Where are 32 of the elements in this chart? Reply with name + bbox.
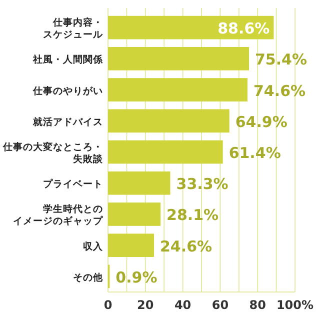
y-tick-label: 仕事のやりがい: [32, 84, 103, 97]
y-tick-label: 仕事の大変なところ・失敗談: [2, 141, 104, 165]
y-tick-label: 社風・人間関係: [32, 54, 104, 66]
x-tick-label: 40: [174, 298, 192, 312]
bar: [108, 140, 223, 164]
bar: [108, 109, 230, 133]
x-tick-label: 80: [249, 298, 266, 312]
data-label: 24.6%: [160, 237, 212, 256]
data-label: 88.6%: [218, 20, 270, 38]
y-tick-label: 収入: [83, 240, 104, 252]
y-tick-label: 学生時代とのイメージのギャップ: [13, 203, 104, 228]
y-tick-label: 就活アドバイス: [32, 116, 103, 128]
data-label: 75.4%: [255, 50, 308, 69]
x-tick-label: 20: [137, 298, 154, 312]
bar: [108, 171, 170, 195]
bar: [108, 234, 154, 257]
bar: [108, 47, 249, 70]
y-tick-label: プライベート: [43, 178, 103, 190]
x-tick-label: 60: [212, 298, 229, 312]
data-label: 74.6%: [254, 82, 306, 100]
data-label: 0.9%: [116, 268, 158, 286]
data-label: 61.4%: [228, 144, 281, 162]
x-tick-label: 0: [104, 298, 112, 312]
data-label: 28.1%: [166, 206, 219, 224]
data-label: 33.3%: [176, 175, 228, 194]
x-tick-label: 100%: [276, 298, 314, 312]
data-label: 64.9%: [235, 112, 288, 131]
y-tick-label: その他: [73, 271, 104, 284]
bar: [108, 16, 274, 40]
y-tick-label: 仕事内容・スケジュール: [43, 16, 104, 41]
bar: [108, 78, 248, 102]
bar: [108, 202, 161, 226]
